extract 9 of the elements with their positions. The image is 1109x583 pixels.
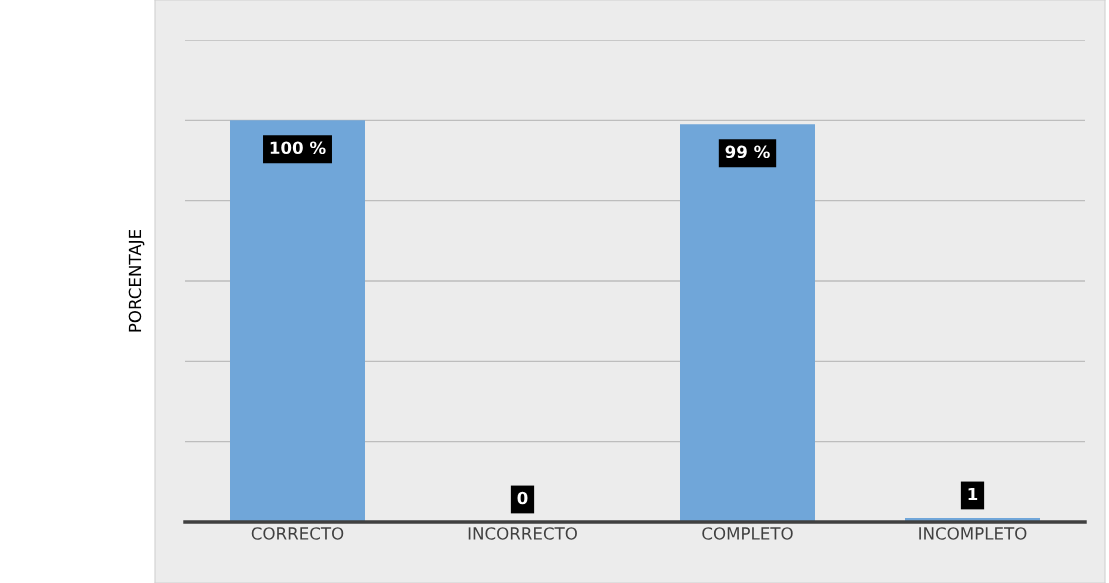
x-tick-label: COMPLETO — [702, 527, 793, 540]
y-axis-title: PORCENTAJE — [128, 229, 145, 332]
x-tick-label: INCOMPLETO — [919, 527, 1027, 540]
data-label: 1 — [968, 487, 978, 501]
data-label: 100 % — [270, 141, 326, 155]
x-tick-label: CORRECTO — [251, 527, 344, 540]
x-tick-label: INCORRECTO — [468, 527, 577, 540]
data-label: 99 % — [725, 145, 770, 159]
data-label: 0 — [517, 491, 528, 505]
